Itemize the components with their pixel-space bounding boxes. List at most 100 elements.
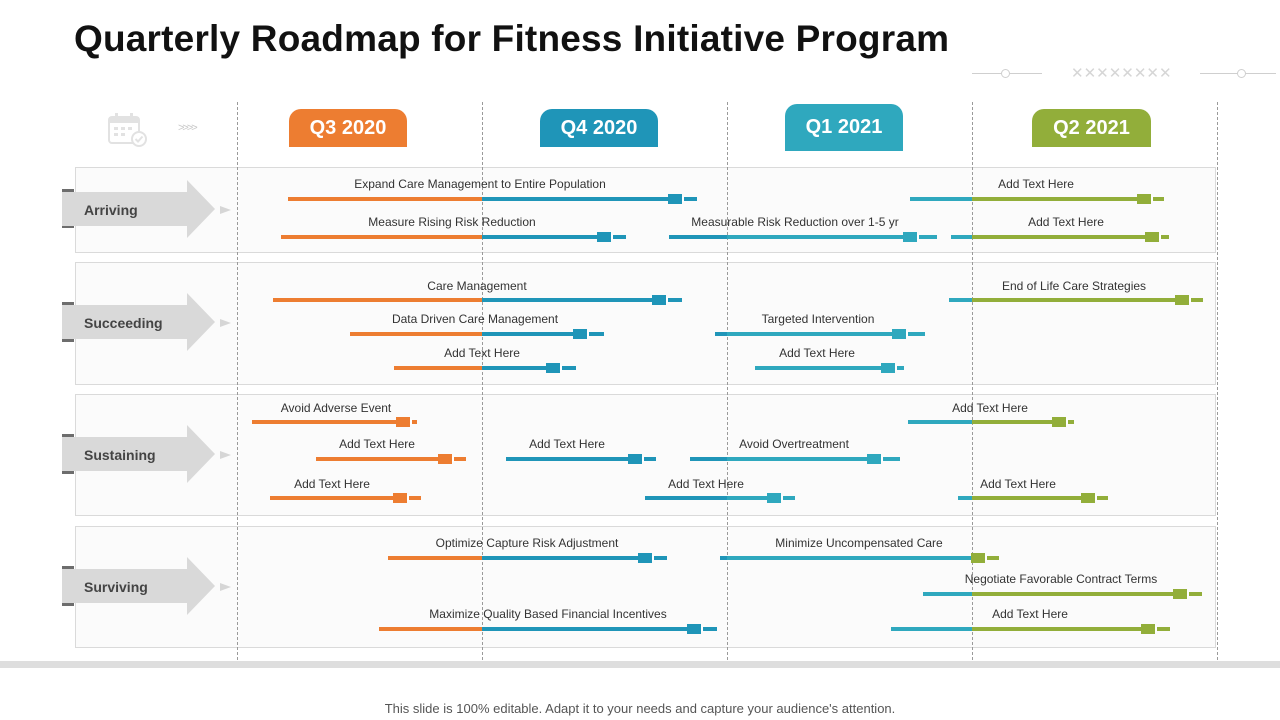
timeline-milestone-marker [687,624,701,634]
timeline-milestone-marker [903,232,917,242]
phase-label-succeeding: Succeeding [84,315,163,331]
timeline-bar-segment [972,235,1169,239]
timeline-marker-gap [917,234,919,240]
timeline-bar-segment [270,496,421,500]
task-label: Data Driven Care Management [391,312,559,326]
task-label: Add Text Here [992,607,1068,621]
task-label: Measurable Risk Reduction over 1-5 yr [691,215,899,229]
timeline-bar-segment [645,496,727,500]
timeline-bar-segment [891,627,972,631]
task-label: Add Text Here [529,437,605,451]
timeline-bar-segment [273,298,482,302]
timeline-marker-gap [701,626,703,632]
quarter-header-q4-2020: Q4 2020 [540,109,658,147]
quarter-divider [1217,102,1218,660]
task-label: Maximize Quality Based Financial Incenti… [429,607,667,621]
timeline-marker-gap [410,419,412,425]
phase-label-sustaining: Sustaining [84,447,156,463]
task-label: Care Management [427,279,527,293]
timeline-marker-gap [587,331,589,337]
quarter-divider [972,102,973,660]
task-label: Add Text Here [779,346,855,360]
task-label: Add Text Here [952,401,1028,415]
quarter-divider [482,102,483,660]
timeline-milestone-marker [1175,295,1189,305]
timeline-marker-gap [407,495,409,501]
timeline-bar-segment [482,298,682,302]
task-label: Add Text Here [294,477,370,491]
timeline-bar-segment [972,298,1203,302]
timeline-marker-gap [452,456,454,462]
timeline-bar-segment [482,332,604,336]
timeline-bar-segment [394,366,482,370]
phase-band-sustaining [75,394,1216,516]
timeline-bar-segment [482,235,626,239]
timeline-marker-gap [1066,419,1068,425]
timeline-milestone-marker [652,295,666,305]
timeline-marker-gap [666,297,668,303]
timeline-milestone-marker [881,363,895,373]
timeline-bar-segment [482,197,697,201]
timeline-bar-segment [727,496,795,500]
task-label: Negotiate Favorable Contract Terms [964,572,1158,586]
task-label: Add Text Here [444,346,520,360]
quarter-header-q2-2021: Q2 2021 [1032,109,1151,147]
timeline-marker-gap [1151,196,1153,202]
timeline-milestone-marker [1081,493,1095,503]
timeline-milestone-marker [867,454,881,464]
phase-label-surviving: Surviving [84,579,148,595]
timeline-bar-segment [972,496,1108,500]
phase-arrow-sustaining [62,425,215,483]
calendar-icon [108,113,147,147]
page-title: Quarterly Roadmap for Fitness Initiative… [74,18,950,59]
task-label: Add Text Here [980,477,1056,491]
timeline-milestone-marker [396,417,410,427]
task-label: Add Text Here [998,177,1074,191]
timeline-milestone-marker [1137,194,1151,204]
timeline-bar-segment [972,627,1170,631]
timeline-bar-segment [379,627,482,631]
timeline-bar-segment [727,235,937,239]
timeline-milestone-marker [892,329,906,339]
timeline-marker-gap [895,365,897,371]
timeline-marker-gap [611,234,613,240]
timeline-bar-segment [972,197,1164,201]
timeline-bar-segment [316,457,466,461]
task-label: Minimize Uncompensated Care [775,536,943,550]
phase-label-arriving: Arriving [84,202,138,218]
timeline-bar-segment [388,556,482,560]
footer-note: This slide is 100% editable. Adapt it to… [384,701,896,716]
timeline-bar-segment [669,235,727,239]
task-label: Avoid Adverse Event [280,401,392,415]
timeline-bar-segment [755,366,904,370]
task-label: Targeted Intervention [761,312,875,326]
task-label: Add Text Here [668,477,744,491]
timeline-bar-segment [281,235,482,239]
footer-divider [0,661,1280,668]
timeline-milestone-marker [638,553,652,563]
timeline-marker-gap [1155,626,1157,632]
timeline-bar-segment [910,197,972,201]
phase-arrow-surviving [62,557,215,615]
timeline-bar-segment [482,627,717,631]
timeline-marker-gap [1189,297,1191,303]
timeline-bar-segment [958,496,972,500]
timeline-marker-gap [642,456,644,462]
timeline-bar-segment [972,420,1074,424]
timeline-bar-segment [690,457,727,461]
timeline-bar-segment [252,420,417,424]
phase-arrow-arriving [62,180,215,238]
timeline-milestone-marker [1145,232,1159,242]
timeline-milestone-marker [628,454,642,464]
task-label: End of Life Care Strategies [1001,279,1147,293]
timeline-marker-gap [652,555,654,561]
timeline-bar-segment [951,235,972,239]
timeline-bar-segment [715,332,727,336]
timeline-milestone-marker [546,363,560,373]
pointer-icon [220,206,231,214]
timeline-marker-gap [1187,591,1189,597]
timeline-milestone-marker [597,232,611,242]
timeline-marker-gap [881,456,883,462]
timeline-milestone-marker [393,493,407,503]
